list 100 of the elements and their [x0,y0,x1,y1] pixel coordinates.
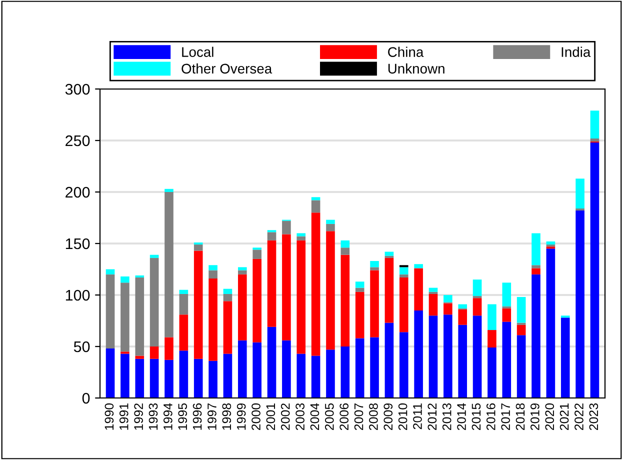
bar [194,242,203,245]
bar [340,248,350,255]
legend-label: Other Oversea [182,63,272,74]
bar [370,267,379,270]
bar [179,350,188,398]
x-tick-label: 2022 [574,403,584,430]
bar [590,138,600,142]
bar [311,356,320,398]
bar [576,210,584,398]
bar [311,200,320,213]
bar [326,350,335,398]
bar [458,324,468,398]
x-tick-label: 2006 [340,403,349,430]
bar [296,354,306,398]
y-tick-label: 300 [65,84,90,95]
bar [194,250,203,359]
bar [472,298,482,316]
x-tick-label: 1991 [119,403,128,430]
y-tick-label: 50 [74,341,90,352]
bar [399,277,408,332]
legend-label: China [388,46,424,57]
bar [267,240,276,327]
bar [296,233,306,236]
bar [516,335,526,398]
bar [370,337,379,398]
bar [414,268,423,310]
x-tick-label: 2020 [545,403,554,430]
x-tick-label: 2013 [442,403,452,430]
x-tick-label: 1990 [104,403,114,430]
bar [164,188,174,192]
x-tick-label: 2004 [310,403,320,430]
bar [194,244,203,251]
bar [532,265,540,268]
x-tick-label: 2010 [398,403,408,430]
bar [384,258,394,323]
bar [150,258,159,346]
bar [311,197,320,200]
bar [135,277,144,356]
bar [532,268,540,274]
bar [120,276,130,283]
y-tick-label: 100 [66,290,90,301]
bar [502,322,512,398]
bar [472,316,482,398]
x-tick-label: 1994 [164,403,172,430]
bar [488,348,496,398]
bar [576,208,584,211]
bar [502,282,512,306]
y-tick-label: 0 [82,392,90,404]
bar [238,270,247,274]
bar [428,294,438,316]
bar [106,269,115,274]
bar [135,356,144,359]
bar [370,270,379,338]
bar [252,250,262,259]
bar [444,303,452,315]
bar [428,288,438,292]
bar [560,318,570,398]
bar [252,342,262,398]
x-tick-label: 1995 [178,403,188,430]
bar [384,322,394,398]
y-tick-label: 200 [66,186,90,198]
bar [546,241,556,245]
bar [340,254,350,346]
bar [150,346,159,359]
bar [238,340,247,398]
bar [179,314,188,351]
bar [164,192,174,338]
x-tick-label: 2015 [472,403,481,430]
bar [164,360,174,398]
bar [252,258,262,342]
legend-label: India [562,46,591,57]
bar [267,232,276,240]
bar [296,240,306,354]
bar [135,358,144,398]
bar [120,282,130,352]
x-tick-label: 2005 [324,403,334,430]
bar [282,234,291,340]
bar [120,354,130,398]
bar [282,340,291,398]
bar [340,240,350,248]
bar [428,316,438,398]
x-tick-label: 2021 [560,403,569,430]
bar [296,236,306,240]
x-tick-label: 1993 [148,403,158,430]
x-tick-label: 2002 [280,403,290,430]
x-tick-label: 2009 [384,403,393,430]
bar [179,290,188,294]
bar [444,295,452,302]
bar [150,254,159,258]
bar [355,282,364,288]
bar [194,358,203,398]
x-tick-label: 1998 [222,403,232,430]
bar [208,360,218,398]
bar [208,270,218,279]
bar [355,338,364,398]
x-tick-label: 2014 [457,403,466,430]
x-tick-label: 1996 [192,403,202,430]
y-tick-label: 250 [66,135,90,146]
bar [488,330,496,348]
bar [532,233,540,266]
